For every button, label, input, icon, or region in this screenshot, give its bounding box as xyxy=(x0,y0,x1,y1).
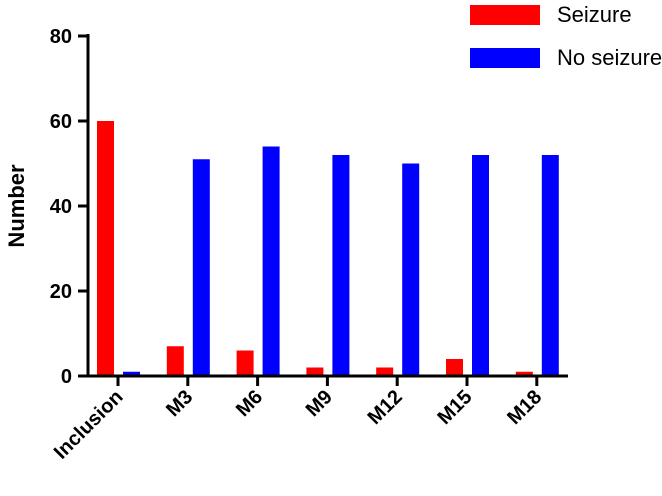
legend-label: No seizure xyxy=(557,45,662,70)
x-tick-label: M9 xyxy=(302,386,337,421)
x-tick-label: M18 xyxy=(503,386,546,429)
bar-seizure-m12 xyxy=(376,367,394,376)
x-tick-label: M3 xyxy=(162,386,197,421)
y-tick-label: 40 xyxy=(50,196,72,218)
bar-no-seizure-m18 xyxy=(541,155,559,376)
x-tick-label: Inclusion xyxy=(50,386,128,464)
y-tick-label: 80 xyxy=(50,26,72,48)
bar-seizure-m6 xyxy=(236,350,254,376)
bar-seizure-m9 xyxy=(306,367,324,376)
x-tick-label: M12 xyxy=(364,386,407,429)
bar-no-seizure-m6 xyxy=(262,146,280,376)
y-tick-label: 60 xyxy=(50,111,72,133)
bar-seizure-inclusion xyxy=(97,121,114,376)
x-tick-label: M6 xyxy=(232,386,267,421)
legend-swatch xyxy=(470,48,540,68)
bar-no-seizure-m3 xyxy=(192,159,210,376)
bar-seizure-m3 xyxy=(166,346,184,376)
bar-no-seizure-inclusion xyxy=(123,371,140,376)
y-tick-label: 20 xyxy=(50,281,72,303)
bar-no-seizure-m15 xyxy=(472,155,489,376)
x-tick-label: M15 xyxy=(433,386,476,429)
y-tick-label: 0 xyxy=(61,366,72,388)
bar-no-seizure-m9 xyxy=(332,155,350,376)
bar-no-seizure-m12 xyxy=(402,163,420,376)
legend-label: Seizure xyxy=(557,2,632,27)
bar-seizure-m15 xyxy=(446,359,463,376)
y-axis-label: Number xyxy=(4,164,29,248)
legend-swatch xyxy=(470,5,540,25)
bar-seizure-m18 xyxy=(515,371,533,376)
